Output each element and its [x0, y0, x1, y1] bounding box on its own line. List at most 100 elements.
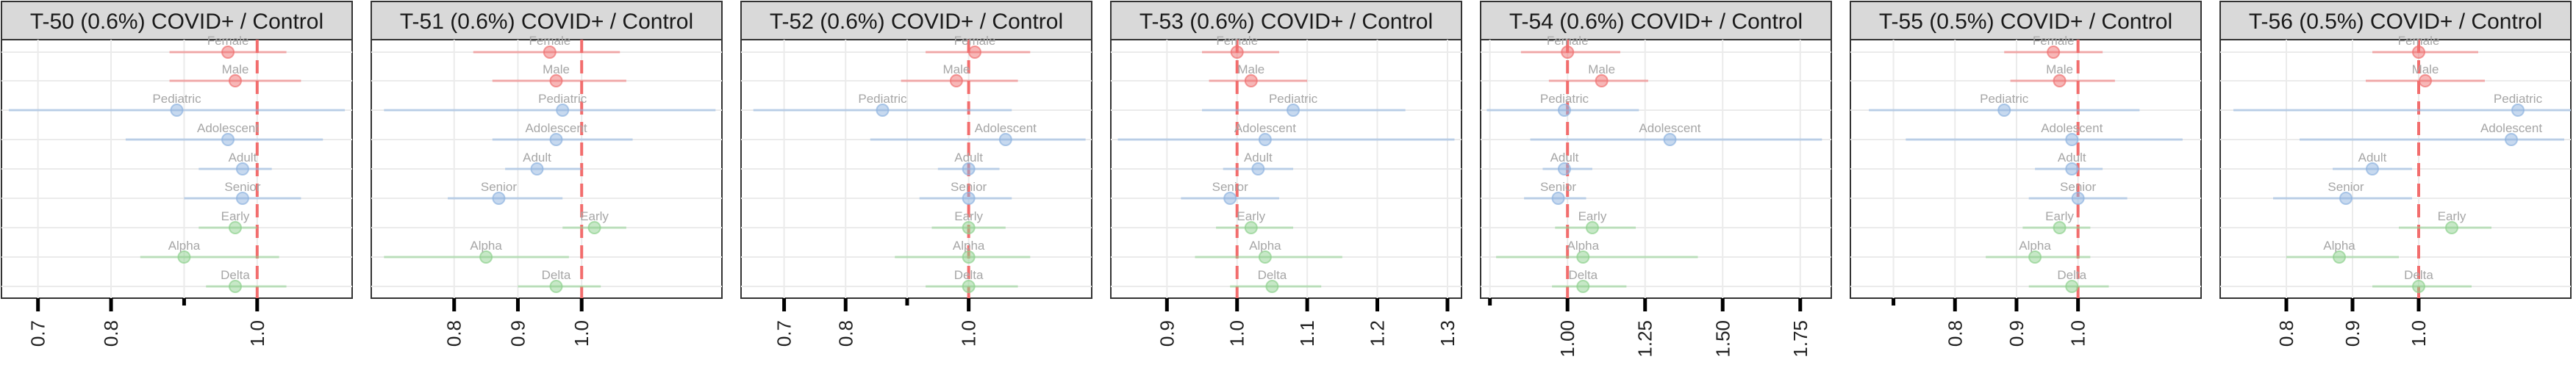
- estimate-alpha: Alpha: [140, 239, 279, 264]
- point-estimate: [1663, 133, 1677, 146]
- point-estimate: [962, 280, 976, 293]
- estimate-early: Early: [562, 209, 626, 234]
- x-axis: 1.00 1.25 1.50 1.75: [1488, 298, 1811, 358]
- point-label: Delta: [954, 268, 984, 282]
- point-estimate: [1265, 280, 1279, 293]
- point-label: Adolescent: [525, 121, 587, 135]
- point-label: Adult: [2058, 151, 2086, 165]
- estimate-male: Male: [1548, 62, 1648, 87]
- point-label: Female: [2033, 34, 2075, 48]
- point-estimate: [2065, 133, 2079, 146]
- point-estimate: [2505, 133, 2518, 146]
- estimate-early: Early: [2022, 209, 2091, 234]
- point-estimate: [229, 221, 242, 234]
- point-label: Adolescent: [2041, 121, 2103, 135]
- point-label: Senior: [1540, 180, 1576, 194]
- x-tick-label: 0.9: [2341, 320, 2364, 347]
- point-label: Adolescent: [197, 121, 259, 135]
- point-estimate: [235, 192, 249, 205]
- point-label: Adult: [954, 151, 983, 165]
- point-label: Early: [1237, 209, 1265, 223]
- point-estimate: [2445, 221, 2458, 234]
- x-tick-label: 0.9: [2006, 320, 2028, 347]
- estimate-alpha: Alpha: [1195, 239, 1342, 264]
- panel-title: T-53 (0.6%) COVID+ / Control: [1139, 10, 1433, 34]
- point-estimate: [587, 221, 601, 234]
- point-label: Pediatric: [538, 92, 587, 106]
- point-label: Female: [1547, 34, 1589, 48]
- point-estimate: [170, 104, 184, 117]
- panel-strip: [740, 1, 1092, 40]
- estimate-senior: Senior: [919, 180, 1012, 205]
- point-label: Pediatric: [152, 92, 201, 106]
- point-label: Alpha: [168, 239, 201, 253]
- point-label: Early: [2438, 209, 2466, 223]
- estimate-female: Female: [1520, 34, 1620, 59]
- estimate-delta: Delta: [1552, 268, 1627, 293]
- estimate-adult: Adult: [937, 151, 1000, 176]
- estimate-male: Male: [1209, 62, 1308, 87]
- x-axis: 0.7 0.8 1.0: [27, 298, 268, 347]
- point-estimate: [549, 280, 563, 293]
- x-tick-label: 0.8: [2275, 320, 2297, 347]
- point-label: Pediatric: [1980, 92, 2029, 106]
- point-label: Delta: [2057, 268, 2086, 282]
- point-label: Senior: [951, 180, 987, 194]
- point-label: Female: [1216, 34, 1258, 48]
- point-label: Senior: [481, 180, 517, 194]
- point-label: Female: [207, 34, 249, 48]
- point-estimate: [1258, 250, 1272, 264]
- x-tick-label: 1.0: [2408, 320, 2430, 347]
- point-label: Adult: [1550, 151, 1579, 165]
- point-estimate: [2412, 46, 2425, 59]
- point-label: Male: [2046, 62, 2073, 76]
- point-label: Female: [2398, 34, 2440, 48]
- x-axis: 0.8 0.9 1.0: [1892, 298, 2089, 347]
- point-label: Male: [543, 62, 570, 76]
- x-tick-label: 0.7: [773, 320, 795, 347]
- point-label: Senior: [2328, 180, 2364, 194]
- point-label: Adolescent: [975, 121, 1037, 135]
- point-label: Adult: [523, 151, 551, 165]
- point-label: Early: [954, 209, 983, 223]
- estimate-pediatric: Pediatric: [1486, 92, 1639, 117]
- point-label: Pediatric: [858, 92, 907, 106]
- x-tick-label: 1.3: [1437, 320, 1459, 347]
- estimate-adult: Adult: [2333, 151, 2412, 176]
- x-axis: 0.9 1.0 1.1 1.2 1.3: [1156, 298, 1459, 347]
- estimate-adolescent: Adolescent: [492, 121, 633, 146]
- point-estimate: [2053, 221, 2067, 234]
- point-estimate: [1997, 104, 2011, 117]
- estimate-female: Female: [169, 34, 287, 59]
- panel-title: T-50 (0.6%) COVID+ / Control: [30, 10, 323, 34]
- x-axis: 0.8 0.9 1.0: [443, 298, 593, 347]
- estimate-alpha: Alpha: [2286, 239, 2399, 264]
- point-label: Alpha: [2323, 239, 2355, 253]
- x-tick-label: 1.75: [1789, 320, 1811, 358]
- estimate-pediatric: Pediatric: [384, 92, 716, 117]
- point-label: Delta: [1258, 268, 1287, 282]
- panel-title: T-56 (0.5%) COVID+ / Control: [2249, 10, 2542, 34]
- point-estimate: [962, 162, 976, 176]
- panel-strip: [1480, 1, 1832, 40]
- point-label: Male: [942, 62, 970, 76]
- estimate-adult: Adult: [505, 151, 582, 176]
- point-estimate: [962, 221, 976, 234]
- point-estimate: [2028, 250, 2042, 264]
- estimate-delta: Delta: [2028, 268, 2109, 293]
- point-estimate: [962, 192, 976, 205]
- estimate-female: Female: [1202, 34, 1279, 59]
- point-estimate: [876, 104, 890, 117]
- point-label: Female: [529, 34, 570, 48]
- estimate-senior: Senior: [1524, 180, 1586, 205]
- point-estimate: [1258, 133, 1272, 146]
- estimate-senior: Senior: [2028, 180, 2128, 205]
- point-label: Adolescent: [1234, 121, 1296, 135]
- panel-strip: [1110, 1, 1462, 40]
- point-estimate: [221, 46, 235, 59]
- estimate-adult: Adult: [1223, 151, 1294, 176]
